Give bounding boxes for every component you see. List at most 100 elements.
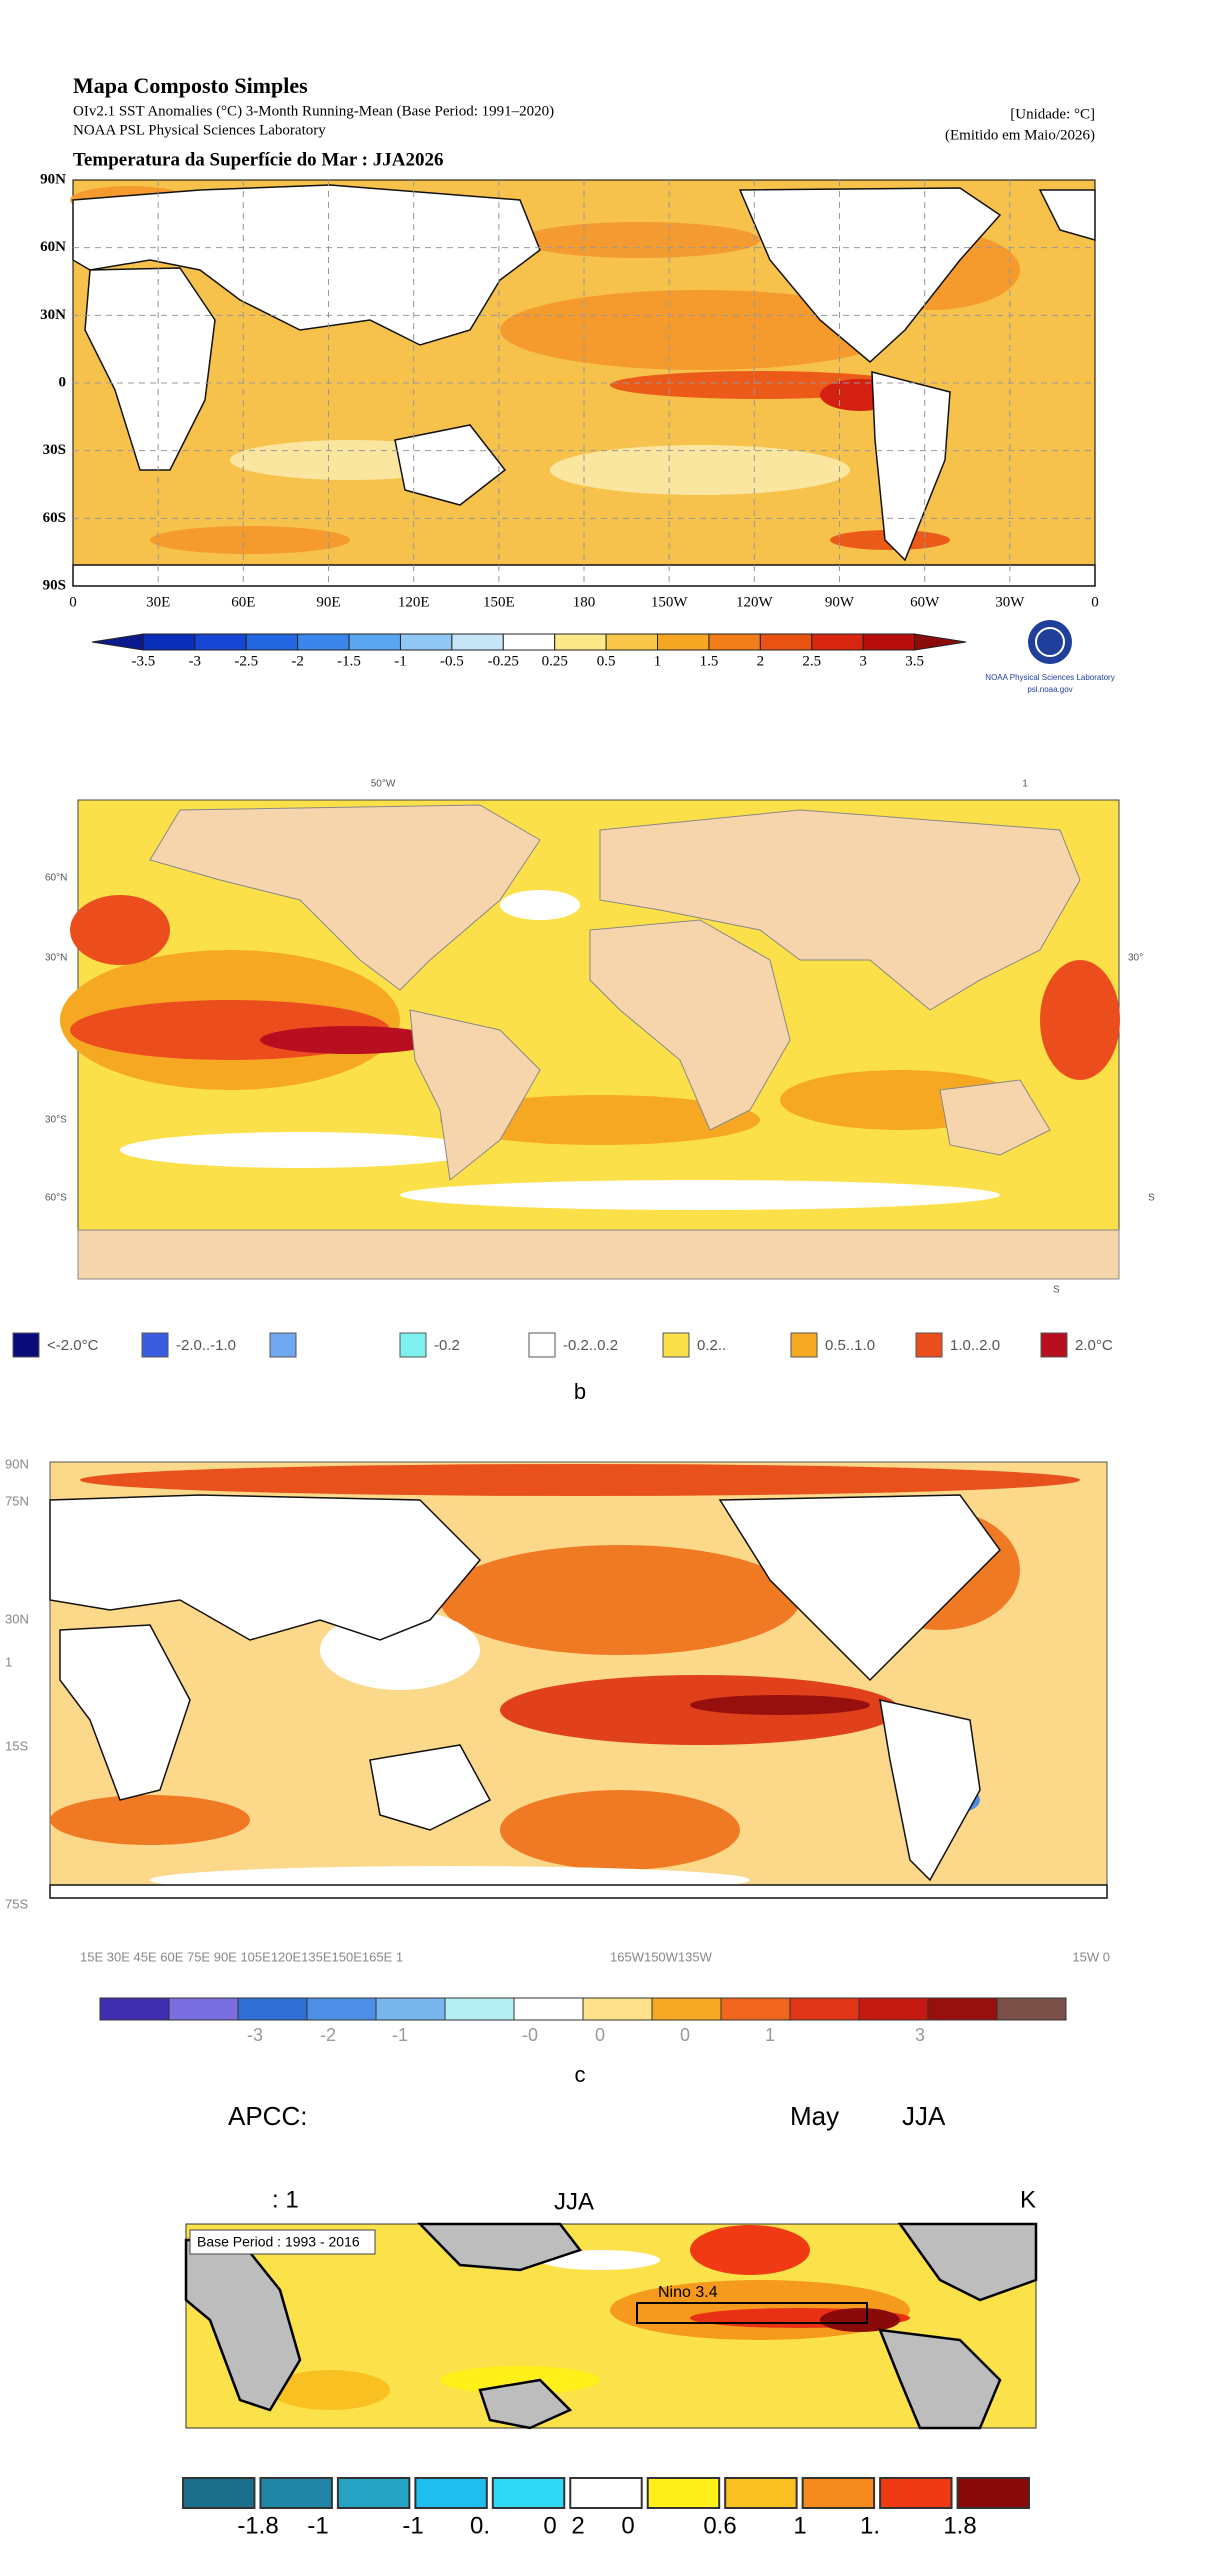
- y-axis-label: 75N: [5, 1493, 29, 1508]
- colorbar-swatch: [502, 633, 556, 651]
- colorbar-label: -1: [402, 2512, 423, 2539]
- legend-label: 0.5..1.0: [825, 1337, 875, 1354]
- colorbar-swatch: [811, 633, 864, 651]
- legend-swatch: [790, 1332, 818, 1358]
- logo-globe: [1035, 627, 1065, 657]
- colorbar-label: 3: [915, 2025, 925, 2045]
- legend-label: 2.0°C: [1075, 1337, 1113, 1354]
- panel-1: Mapa Composto Simples OIv2.1 SST Anomali…: [40, 73, 1115, 694]
- y-axis-label: 0: [59, 374, 67, 390]
- legend-label: -0.2: [434, 1337, 460, 1354]
- colorbar-swatch: [399, 633, 453, 651]
- colorbar-label: 0.: [470, 2512, 490, 2539]
- colorbar-swatch: [142, 633, 196, 651]
- colorbar-swatch: [651, 1997, 722, 2021]
- header-left: APCC:: [228, 2101, 307, 2131]
- x-axis-label: 60W: [910, 594, 940, 610]
- legend-swatch: [399, 1332, 427, 1358]
- colorbar-label: 1: [765, 2025, 775, 2045]
- panel-4: APCC: May JJA : 1 JJA K Base Period : 19…: [182, 2101, 1038, 2539]
- colorbar-swatch: [789, 1997, 860, 2021]
- x-axis-label: 150W: [651, 594, 689, 610]
- left-label: 30°N: [45, 953, 67, 964]
- map-header-mid: JJA: [554, 2188, 594, 2215]
- colorbar-swatch: [182, 2477, 256, 2509]
- colorbar-label: 0: [621, 2512, 634, 2539]
- caption: c: [575, 2062, 586, 2087]
- colorbar-label: -1: [307, 2512, 328, 2539]
- header-right: JJA: [902, 2101, 946, 2131]
- x-axis-label: 120E: [398, 594, 430, 610]
- colorbar-label: 3: [859, 653, 867, 669]
- colorbar-label: 0: [595, 2025, 605, 2045]
- y-axis-label: 60N: [40, 239, 66, 255]
- colorbar-swatch: [491, 2477, 566, 2509]
- legend-swatch: [12, 1332, 40, 1358]
- legend-swatch: [915, 1332, 943, 1358]
- colorbar-swatch: [879, 2477, 953, 2509]
- x-axis-label: 15W 0: [1072, 1949, 1110, 1964]
- colorbar-swatch: [862, 633, 916, 651]
- region-box: [636, 2302, 868, 2324]
- legend-swatch: [269, 1332, 297, 1358]
- header-mid: May: [790, 2101, 839, 2131]
- anomaly-field: [270, 2225, 910, 2410]
- colorbar-label: 0.25: [542, 653, 568, 669]
- base-period-box: [189, 2229, 376, 2255]
- colorbar-swatch: [554, 633, 607, 651]
- issued: (Emitido em Maio/2026): [945, 127, 1095, 143]
- colorbar-label: 1.5: [700, 653, 719, 669]
- colorbar-label: 1: [654, 653, 662, 669]
- colorbar-swatch: [759, 633, 813, 651]
- colorbar-label: -0: [522, 2025, 538, 2045]
- colorbar-label: -2.5: [234, 653, 258, 669]
- legend-swatch: [141, 1332, 169, 1358]
- map-title: Temperatura da Superfície do Mar : JJA20…: [73, 149, 443, 170]
- y-axis-label: 15S: [5, 1738, 28, 1753]
- colorbar-label: -1.5: [337, 653, 361, 669]
- x-axis-label: 165W150W135W: [610, 1949, 713, 1964]
- legend-label: <-2.0°C: [47, 1337, 99, 1354]
- legend-label: -2.0..-1.0: [176, 1337, 236, 1354]
- colorbar-swatch: [657, 633, 710, 651]
- colorbar-swatch: [168, 1997, 239, 2021]
- colorbar-label: 2.5: [802, 653, 821, 669]
- colorbar-swatch: [646, 2477, 721, 2509]
- colorbar-swatch: [708, 633, 761, 651]
- base-period: Base Period : 1993 - 2016: [197, 2234, 360, 2250]
- caption: b: [574, 1379, 586, 1404]
- x-axis-label: 60E: [231, 594, 255, 610]
- colorbar-swatch: [444, 1997, 515, 2021]
- land: [184, 2222, 1038, 2430]
- x-axis-label: 90E: [316, 594, 340, 610]
- left-label: 60°S: [45, 1193, 67, 1204]
- colorbar-label: 1.8: [943, 2512, 976, 2539]
- colorbar-arrow: [91, 633, 144, 651]
- left-label: 60°N: [45, 873, 67, 884]
- unit: [Unidade: °C]: [1010, 106, 1095, 122]
- colorbar-label: -1.8: [237, 2512, 278, 2539]
- colorbar-swatch: [605, 633, 659, 651]
- colorbar-swatch: [927, 1997, 998, 2021]
- map-header-left: : 1: [272, 2186, 299, 2213]
- colorbar-swatch: [513, 1997, 584, 2021]
- colorbar-label: -3: [189, 653, 202, 669]
- y-axis-label: 30N: [5, 1611, 29, 1626]
- land: [77, 804, 1120, 1280]
- y-axis-label: 30S: [43, 442, 66, 458]
- x-axis-label: 120W: [736, 594, 774, 610]
- y-axis-label: 90N: [5, 1456, 29, 1471]
- top-label: 50°W: [371, 779, 396, 790]
- legend-label: 1.0..2.0: [950, 1337, 1000, 1354]
- colorbar-swatch: [348, 633, 401, 651]
- y-axis-label: 60S: [43, 510, 66, 526]
- colorbar-label: -0.5: [440, 653, 464, 669]
- colorbar-swatch: [582, 1997, 653, 2021]
- colorbar-swatch: [237, 1997, 308, 2021]
- source: NOAA PSL Physical Sciences Laboratory: [73, 122, 326, 138]
- colorbar-label: 0: [543, 2512, 556, 2539]
- legend-swatch: [528, 1332, 556, 1358]
- colorbar-label: 0.6: [703, 2512, 736, 2539]
